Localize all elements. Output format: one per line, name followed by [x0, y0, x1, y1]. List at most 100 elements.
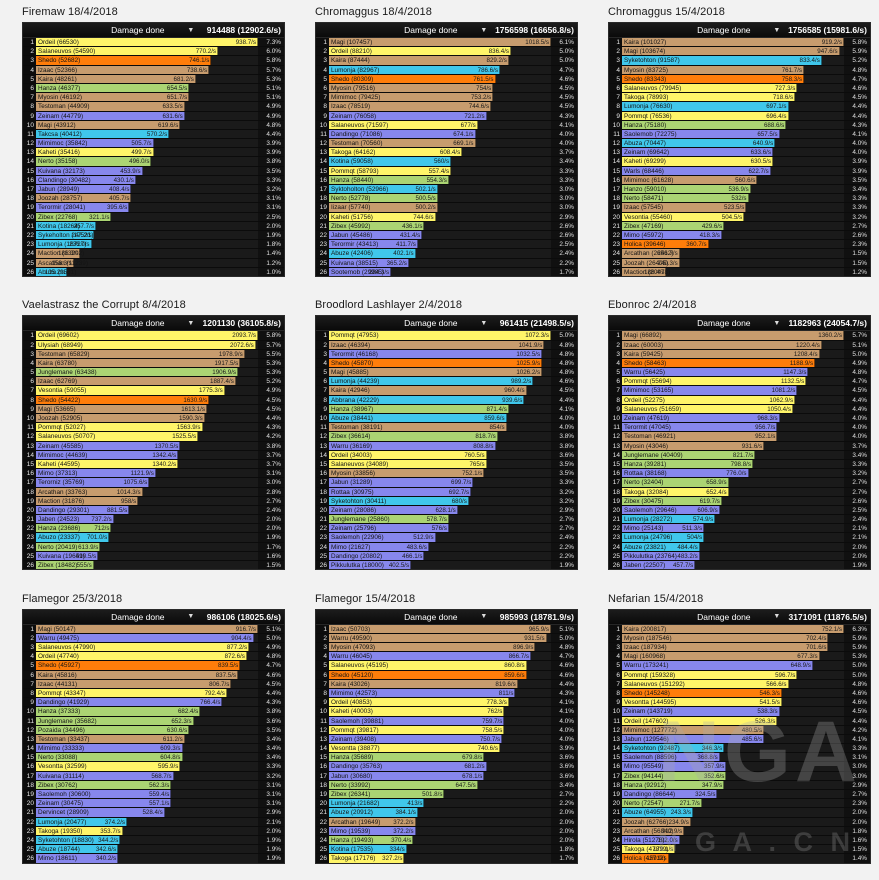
- meter-row[interactable]: 19 Zibex (30475) 619.7/s 2.6%: [609, 496, 870, 506]
- meter-row[interactable]: 9 Salaneuvos (51659) 1050.4/s 4.4%: [609, 404, 870, 415]
- meter-row[interactable]: 24 Hanza (19493) 370.4/s 2.0%: [316, 835, 577, 846]
- meter-row[interactable]: 6 Lumonja (44239) 989.2/s 4.6%: [316, 377, 577, 387]
- meter-row[interactable]: 25 Kuivana (38515) 365.2/s 2.2%: [316, 258, 577, 268]
- meter-row[interactable]: 12 Abuza (70447) 640.9/s 4.0%: [609, 139, 870, 149]
- meter-row[interactable]: 19 Zibex (26341) 501.8/s 2.7%: [316, 790, 577, 800]
- meter-row[interactable]: 6 Salaneuvos (79945) 727.3/s 4.6%: [609, 83, 870, 94]
- meter-row[interactable]: 6 Pommqt (159328) 596.7/s 5.0%: [609, 670, 870, 680]
- meter-row[interactable]: 7 Mimimoc (79425) 753.2/s 4.5%: [316, 93, 577, 103]
- meter-row[interactable]: 13 Myosin (43046) 931.6/s 3.7%: [609, 441, 870, 451]
- sort-descending-icon[interactable]: ▼: [773, 26, 781, 34]
- meter-row[interactable]: 23 Lumonja (16727) 236.0/s 1.8%: [23, 240, 284, 250]
- meter-row[interactable]: 6 Pommqt (55694) 1132.5/s 4.7%: [609, 377, 870, 387]
- meter-row[interactable]: 14 Ordeil (34003) 760.5/s 3.6%: [316, 450, 577, 460]
- meter-row[interactable]: 5 Magi (45885) 1026.2/s 4.8%: [316, 368, 577, 378]
- meter-row[interactable]: 7 Vesontia (59055) 1775.3/s 4.9%: [23, 386, 284, 396]
- meter-row[interactable]: 10 Hanza (37333) 682.4/s 3.8%: [23, 707, 284, 717]
- meter-row[interactable]: 20 Saolemoh (29646) 606.9/s 2.5%: [609, 505, 870, 516]
- meter-row[interactable]: 15 Hanza (35689) 679.8/s 3.6%: [316, 753, 577, 763]
- meter-row[interactable]: 20 Zeinam (28086) 628.1/s 2.9%: [316, 505, 577, 516]
- meter-row[interactable]: 1 Magi (50147) 916.7/s 5.1%: [23, 624, 284, 634]
- meter-row[interactable]: 4 Warru (46045) 866.7/s 4.7%: [316, 652, 577, 662]
- meter-row[interactable]: 3 Izaac (187934) 701.6/s 5.9%: [609, 643, 870, 653]
- meter-row[interactable]: 3 Salaneuvos (47990) 877.2/s 4.9%: [23, 643, 284, 653]
- meter-row[interactable]: 5 Salaneuvos (45195) 860.8/s 4.6%: [316, 661, 577, 671]
- meter-row[interactable]: 3 Syketohton (91587) 833.4/s 5.2%: [609, 56, 870, 66]
- meter-row[interactable]: 1 Izaac (50703) 965.9/s 5.1%: [316, 624, 577, 634]
- meter-row[interactable]: 17 Kuivana (31114) 568.7/s 3.2%: [23, 771, 284, 781]
- meter-row[interactable]: 20 Vesontia (55460) 504.5/s 3.2%: [609, 212, 870, 222]
- metric-label[interactable]: Damage done: [111, 611, 165, 622]
- meter-row[interactable]: 5 Kaira (48261) 681.2/s 5.3%: [23, 74, 284, 84]
- meter-row[interactable]: 3 Myosin (47093) 896.9/s 4.8%: [316, 643, 577, 653]
- meter-row[interactable]: 17 Jabun (30680) 678.1/s 3.6%: [316, 771, 577, 781]
- meter-row[interactable]: 10 Abuze (38441) 859.6/s 4.0%: [316, 414, 577, 424]
- meter-row[interactable]: 26 Pikkulutka (18000) 402.5/s 1.9%: [316, 561, 577, 570]
- meter-row[interactable]: 6 Kaira (45816) 837.5/s 4.6%: [23, 670, 284, 680]
- meter-row[interactable]: 23 Arcathan (56840) 212.9/s 1.8%: [609, 826, 870, 836]
- meter-row[interactable]: 6 Shedo (45120) 859.6/s 4.6%: [316, 670, 577, 680]
- meter-row[interactable]: 19 Iizaar (57740) 500.2/s 3.0%: [316, 203, 577, 213]
- meter-row[interactable]: 9 Magi (53665) 1613.1/s 4.5%: [23, 404, 284, 415]
- meter-row[interactable]: 18 Arcathan (33763) 1014.3/s 2.8%: [23, 487, 284, 497]
- meter-row[interactable]: 16 Clandingo (30482) 430.1/s 3.3%: [23, 175, 284, 185]
- meter-header[interactable]: Damage done ▼ 1756598 (16656.8/s): [316, 23, 577, 38]
- meter-row[interactable]: 13 Warru (36169) 808.8/s 3.8%: [316, 441, 577, 451]
- meter-row[interactable]: 25 Pikkulutka (23764) 483.2/s 2.0%: [609, 551, 870, 562]
- meter-row[interactable]: 8 Testoman (44909) 633.5/s 4.9%: [23, 102, 284, 112]
- meter-row[interactable]: 2 Warru (49590) 931.5/s 5.0%: [316, 633, 577, 644]
- metric-label[interactable]: Damage done: [404, 611, 458, 622]
- meter-row[interactable]: 18 Nerto (33992) 647.5/s 3.4%: [316, 780, 577, 791]
- meter-row[interactable]: 6 Myosin (79516) 754/s 4.5%: [316, 83, 577, 94]
- meter-row[interactable]: 11 Takcsa (40412) 570.2/s 4.4%: [23, 129, 284, 140]
- metric-label[interactable]: Damage done: [111, 318, 165, 329]
- meter-row[interactable]: 22 Mimo (45972) 418.3/s 2.6%: [609, 230, 870, 241]
- meter-row[interactable]: 9 Dandingo (41929) 766.4/s 4.3%: [23, 698, 284, 708]
- meter-row[interactable]: 15 Kuivana (32173) 453.9/s 3.5%: [23, 166, 284, 176]
- meter-row[interactable]: 15 Nerto (33088) 604.8/s 3.4%: [23, 753, 284, 763]
- meter-row[interactable]: 2 Salaneuvos (54590) 770.2/s 6.0%: [23, 47, 284, 57]
- meter-row[interactable]: 22 Hanza (23686) 712/s 2.0%: [23, 524, 284, 534]
- meter-row[interactable]: 12 Mimimoc (35842) 505.7/s 3.9%: [23, 139, 284, 149]
- sort-descending-icon[interactable]: ▼: [480, 613, 488, 621]
- meter-row[interactable]: 16 Myosin (33856) 752.1/s 3.5%: [316, 469, 577, 479]
- meter-row[interactable]: 6 Hanza (46377) 654.5/s 5.1%: [23, 83, 284, 94]
- meter-row[interactable]: 10 Salaneuvos (71597) 677/s 4.1%: [316, 120, 577, 130]
- meter-row[interactable]: 21 Dervincet (28909) 528.4/s 2.9%: [23, 808, 284, 818]
- meter-row[interactable]: 4 Myosin (83725) 761.7/s 4.8%: [609, 65, 870, 75]
- meter-row[interactable]: 15 Kaheti (44595) 1340.2/s 3.7%: [23, 459, 284, 470]
- meter-row[interactable]: 25 Dandingo (20802) 466.1/s 2.2%: [316, 551, 577, 562]
- sort-descending-icon[interactable]: ▼: [187, 319, 195, 327]
- meter-row[interactable]: 14 Mimimoc (44639) 1342.4/s 3.7%: [23, 450, 284, 460]
- meter-row[interactable]: 10 Joozah (52905) 1590.3/s 4.4%: [23, 414, 284, 424]
- meter-row[interactable]: 26 Takoga (17176) 327.2/s 1.7%: [316, 854, 577, 863]
- meter-row[interactable]: 17 Syktoholton (52966) 502.1/s 3.0%: [316, 185, 577, 195]
- meter-row[interactable]: 13 Jabun (129546) 485.6/s 4.1%: [609, 734, 870, 745]
- meter-row[interactable]: 2 Warru (49475) 904.4/s 5.0%: [23, 633, 284, 644]
- meter-row[interactable]: 1 Kaira (101027) 919.2/s 5.8%: [609, 38, 870, 48]
- meter-row[interactable]: 8 Shedo (54422) 1630.9/s 4.5%: [23, 395, 284, 405]
- meter-row[interactable]: 10 Zeinam (47619) 968.3/s 4.0%: [609, 414, 870, 424]
- meter-row[interactable]: 10 Zeinam (143719) 538.3/s 4.5%: [609, 707, 870, 717]
- meter-row[interactable]: 4 Shedo (58463) 1188.9/s 4.9%: [609, 358, 870, 369]
- meter-row[interactable]: 19 Syketohton (30411) 680/s 3.2%: [316, 496, 577, 506]
- meter-row[interactable]: 8 Lumonja (76630) 697.1/s 4.4%: [609, 102, 870, 112]
- meter-row[interactable]: 5 Warru (173241) 648.9/s 5.0%: [609, 661, 870, 671]
- meter-row[interactable]: 26 Sootemob (29985) 284.3/s 1.7%: [316, 267, 577, 276]
- meter-row[interactable]: 24 Mimo (21627) 483.6/s 2.2%: [316, 542, 577, 552]
- meter-row[interactable]: 25 Takoga (47819) 179.1/s 1.5%: [609, 845, 870, 855]
- meter-row[interactable]: 12 Testoman (46921) 952.1/s 4.0%: [609, 432, 870, 442]
- meter-row[interactable]: 8 Mimimo (42573) 811/s 4.3%: [316, 688, 577, 699]
- meter-row[interactable]: 25 Kotina (17535) 334/s 1.8%: [316, 845, 577, 855]
- meter-row[interactable]: 25 Abuze (18744) 342.6/s 1.9%: [23, 845, 284, 855]
- meter-row[interactable]: 21 Abuze (64955) 243.3/s 2.0%: [609, 808, 870, 818]
- meter-row[interactable]: 22 Zeinam (25796) 576/s 2.7%: [316, 524, 577, 534]
- meter-row[interactable]: 15 Saolemoh (88596) 368.8/s 3.1%: [609, 753, 870, 763]
- meter-row[interactable]: 3 Shedo (52682) 746.1/s 5.8%: [23, 56, 284, 66]
- meter-row[interactable]: 24 Maction (13202) 186.3/s 1.4%: [23, 249, 284, 259]
- meter-row[interactable]: 11 Dandingo (71086) 674.1/s 4.0%: [316, 129, 577, 140]
- meter-row[interactable]: 22 Mimo (25143) 511.3/s 2.1%: [609, 524, 870, 534]
- meter-row[interactable]: 4 Shedo (45870) 1025.9/s 4.8%: [316, 358, 577, 369]
- meter-row[interactable]: 21 Abuze (20912) 384.1/s 2.0%: [316, 808, 577, 818]
- meter-row[interactable]: 24 Abuze (42406) 402.1/s 2.4%: [316, 249, 577, 259]
